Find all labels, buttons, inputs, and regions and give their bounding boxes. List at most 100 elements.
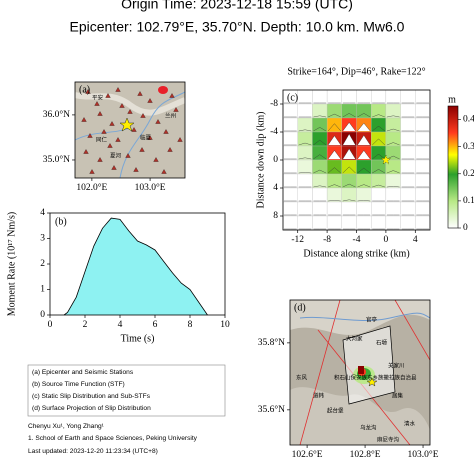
sub-stf <box>328 200 341 202</box>
y-tick-label: 35.8°N <box>258 337 285 348</box>
slip-patch <box>282 103 298 119</box>
sub-stf <box>342 113 356 118</box>
x-tick-label: 103.0°E <box>135 182 166 193</box>
station <box>115 87 121 92</box>
sub-stf <box>313 154 327 160</box>
credit: 1. School of Earth and Space Sciences, P… <box>28 435 198 442</box>
slip-patch <box>341 215 357 231</box>
station <box>173 107 179 112</box>
slip-patch <box>400 89 416 105</box>
slip-patch <box>385 89 401 105</box>
legend-entry: (a) Epicenter and Seismic Stations <box>32 369 134 376</box>
slip-patch <box>415 117 431 133</box>
station <box>127 109 133 114</box>
place: 麻尼寺沟 <box>377 436 400 444</box>
slip-patch <box>371 173 387 189</box>
slip-patch <box>282 117 298 133</box>
station <box>125 153 131 158</box>
x-tick-label: -4 <box>353 235 361 245</box>
station <box>105 93 111 98</box>
y-tick-label: 4 <box>40 208 45 218</box>
slip-patch <box>297 89 313 105</box>
station <box>153 157 159 162</box>
place: 石塬 <box>376 339 388 347</box>
slip-patch <box>400 117 416 133</box>
x-tick-label: -12 <box>291 235 304 245</box>
station <box>109 121 115 126</box>
x-tick-label: -8 <box>323 235 331 245</box>
slip-patch <box>371 201 387 217</box>
place: 大河家 <box>346 335 363 343</box>
sub-stf <box>327 135 341 146</box>
panel-label: (b) <box>55 216 67 227</box>
slip-patch <box>385 187 401 203</box>
station <box>147 98 153 103</box>
slip-patch <box>326 215 342 231</box>
slip-patch <box>385 215 401 231</box>
station <box>97 157 103 162</box>
slip-patch <box>282 187 298 203</box>
slip-patch <box>400 159 416 175</box>
slip-patch <box>282 159 298 175</box>
sub-stf <box>372 114 385 118</box>
x-tick-label: 0 <box>384 235 389 245</box>
place: 居集 <box>392 392 404 400</box>
slip-patch <box>371 187 387 203</box>
sub-stf <box>327 123 341 132</box>
legend-entry: (b) Source Time Function (STF) <box>32 381 125 388</box>
stations <box>81 87 183 174</box>
place: 起台堡 <box>327 407 344 415</box>
place: 兰州 <box>165 112 176 120</box>
y-tick-label: 0 <box>40 310 45 320</box>
credit: Chenyu Xu¹, Yong Zhang¹ <box>28 423 105 430</box>
y-tick-label: -8 <box>270 99 278 109</box>
sub-stf <box>372 184 385 188</box>
slip-patch <box>371 103 387 119</box>
plot-frame <box>289 299 431 446</box>
station <box>137 91 143 96</box>
sub-stf <box>327 150 341 160</box>
slip-patch <box>356 201 372 217</box>
station <box>85 89 91 94</box>
place: 清水 <box>404 420 416 428</box>
station <box>140 113 146 118</box>
sub-stf <box>386 128 400 132</box>
slip-patch <box>312 187 328 203</box>
station <box>139 147 145 152</box>
legend-box <box>27 364 226 417</box>
sub-stf <box>357 200 371 202</box>
map-a-terrain <box>75 82 185 178</box>
slip-patch <box>297 215 313 231</box>
sub-stf <box>298 172 312 174</box>
y-tick-label: 36.0°N <box>43 109 70 120</box>
title: Origin Time: 2023-12-18 15:59 (UTC) <box>121 0 353 12</box>
station <box>81 117 87 122</box>
station <box>169 93 175 98</box>
slip-patch <box>341 103 357 119</box>
sub-stf <box>357 122 371 132</box>
subtitle: Epicenter: 102.79°E, 35.70°N. Depth: 10.… <box>70 19 405 35</box>
station <box>83 149 89 154</box>
x-tick-label: 6 <box>153 320 158 330</box>
slip-patch <box>297 173 313 189</box>
slip-patch <box>400 145 416 161</box>
x-tick-label: 0 <box>48 320 53 330</box>
slip-patch <box>415 201 431 217</box>
slip-patch <box>400 103 416 119</box>
slip-patch <box>415 103 431 119</box>
place: 乌龙沟 <box>360 424 377 432</box>
sub-stf <box>342 122 356 132</box>
colorbar-label: m <box>448 94 456 105</box>
station <box>119 103 125 108</box>
sub-stf <box>327 167 341 174</box>
sub-stf <box>386 142 400 146</box>
slip-patch <box>297 187 313 203</box>
panel-label: (c) <box>287 92 298 103</box>
y-tick-label: 1 <box>40 285 45 295</box>
panel-label: (d) <box>294 302 306 313</box>
y-tick-label: 35.0°N <box>43 154 70 165</box>
panel-label: (a) <box>79 84 90 95</box>
sub-stf <box>313 185 327 188</box>
station <box>147 135 153 140</box>
